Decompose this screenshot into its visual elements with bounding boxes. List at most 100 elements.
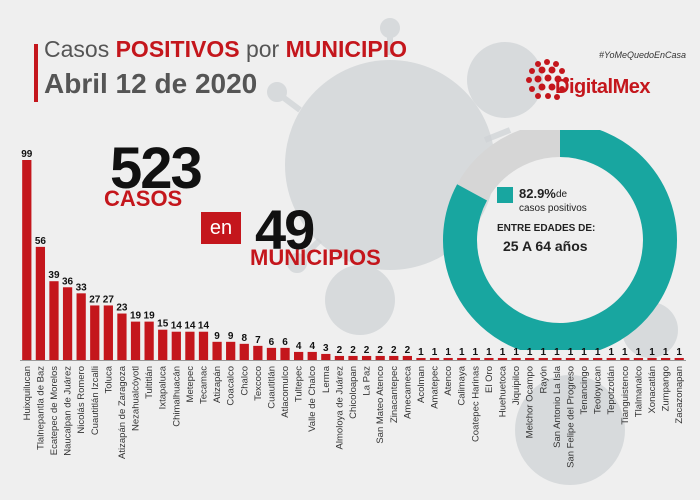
bar-value-label-29: 1: [418, 347, 424, 358]
bar-17: [253, 345, 263, 360]
category-label-39: San Antonio La Isla: [552, 365, 563, 448]
bar-29: [416, 357, 426, 360]
bar-30: [429, 357, 440, 360]
category-label-0: Huixquilucan: [22, 366, 33, 420]
bar-13: [198, 331, 209, 360]
category-label-9: Tultitlán: [144, 366, 155, 399]
bar-7: [117, 313, 127, 360]
bar-36: [511, 357, 521, 360]
bar-0: [22, 160, 32, 360]
bar-46: [647, 357, 657, 360]
bar-32: [457, 357, 467, 360]
bar-value-label-16: 8: [241, 333, 247, 344]
percent-label-de: de: [556, 189, 568, 200]
bar-22: [321, 353, 331, 360]
percent-label-casos: casos positivos: [519, 203, 587, 214]
category-label-29: Acolman: [416, 366, 427, 403]
bar-value-label-9: 19: [144, 311, 156, 322]
category-label-41: Tenancingo: [579, 366, 590, 415]
bar-48: [674, 357, 684, 360]
category-label-23: Almoloya de Juárez: [334, 366, 345, 450]
bar-value-label-27: 2: [391, 345, 397, 356]
bar-34: [484, 357, 494, 360]
bar-35: [497, 357, 508, 360]
bar-value-label-41: 1: [581, 347, 587, 358]
title-part-municipio: MUNICIPIO: [285, 36, 407, 62]
title-accent-bar: [34, 44, 38, 102]
title-part-casos: Casos: [44, 36, 116, 62]
bar-value-label-11: 14: [171, 321, 183, 332]
bar-value-label-6: 27: [103, 294, 115, 305]
bar-value-label-35: 1: [500, 347, 506, 358]
bar-value-label-22: 3: [323, 343, 329, 354]
bar-value-label-8: 19: [130, 311, 142, 322]
bar-18: [266, 347, 277, 360]
bar-value-label-19: 6: [282, 337, 288, 348]
bar-value-label-2: 39: [48, 270, 60, 281]
bar-24: [348, 355, 358, 360]
bar-value-label-39: 1: [554, 347, 560, 358]
category-label-46: Xonacatlán: [647, 366, 658, 414]
page-date: Abril 12 de 2020: [44, 68, 258, 99]
bar-value-label-20: 4: [296, 341, 302, 352]
bar-value-label-48: 1: [676, 347, 682, 358]
category-label-17: Texcoco: [253, 366, 264, 401]
category-label-19: Atlacomulco: [280, 366, 291, 418]
bar-value-label-43: 1: [608, 347, 614, 358]
cases-label: CASOS: [104, 186, 183, 211]
bar-5: [90, 305, 100, 360]
category-label-20: Tultepec: [294, 366, 305, 402]
bar-31: [443, 357, 453, 360]
bar-45: [633, 357, 644, 360]
bar-value-label-13: 14: [198, 321, 210, 332]
page-title: Casos POSITIVOS por MUNICIPIO: [44, 36, 407, 63]
category-label-36: Jiquipilco: [511, 366, 522, 405]
bar-value-label-24: 2: [350, 345, 356, 356]
bar-value-label-40: 1: [568, 347, 574, 358]
bar-value-label-44: 1: [622, 347, 628, 358]
bar-value-label-17: 7: [255, 335, 261, 346]
bar-value-label-30: 1: [432, 347, 438, 358]
bar-value-label-7: 23: [116, 303, 128, 314]
bar-value-label-46: 1: [649, 347, 655, 358]
bar-23: [334, 355, 345, 360]
category-label-2: Ecatepec de Morelos: [49, 366, 60, 455]
bar-6: [103, 305, 113, 360]
bar-12: [185, 331, 195, 360]
bar-value-label-34: 1: [486, 347, 492, 358]
category-label-13: Tecamac: [198, 366, 209, 404]
bar-value-label-31: 1: [445, 347, 451, 358]
ages-label: ENTRE EDADES DE:: [497, 223, 596, 234]
title-part-por: por: [239, 36, 286, 62]
bar-1: [35, 246, 46, 360]
bar-value-label-15: 9: [228, 331, 234, 342]
bar-2: [49, 281, 59, 360]
category-label-27: Zinacantepec: [389, 366, 400, 423]
bar-value-label-47: 1: [663, 347, 669, 358]
category-label-37: Melchor Ocampo: [525, 366, 536, 438]
bar-value-label-23: 2: [337, 345, 343, 356]
bar-38: [538, 357, 548, 360]
category-label-34: El Oro: [484, 366, 495, 393]
bar-37: [525, 357, 535, 360]
bar-39: [552, 357, 562, 360]
category-label-38: Rayón: [538, 366, 549, 393]
category-label-33: Coatepec Harinas: [470, 366, 481, 442]
category-label-1: Tlalnepantla de Baz: [35, 366, 46, 450]
municipalities-total: 49: [255, 198, 315, 261]
category-label-25: La Paz: [362, 366, 373, 396]
category-label-15: Coacalco: [226, 366, 237, 406]
category-label-8: Nezahualcóyotl: [131, 366, 142, 431]
bar-15: [226, 341, 236, 360]
bar-26: [375, 355, 385, 360]
category-label-48: Zacazonapan: [674, 366, 685, 424]
category-label-10: Ixtapaluca: [158, 365, 169, 409]
bar-value-label-32: 1: [459, 347, 465, 358]
bar-value-label-45: 1: [636, 347, 642, 358]
bar-27: [389, 355, 399, 360]
category-label-11: Chimalhuacán: [171, 366, 182, 427]
bar-value-label-14: 9: [214, 331, 220, 342]
